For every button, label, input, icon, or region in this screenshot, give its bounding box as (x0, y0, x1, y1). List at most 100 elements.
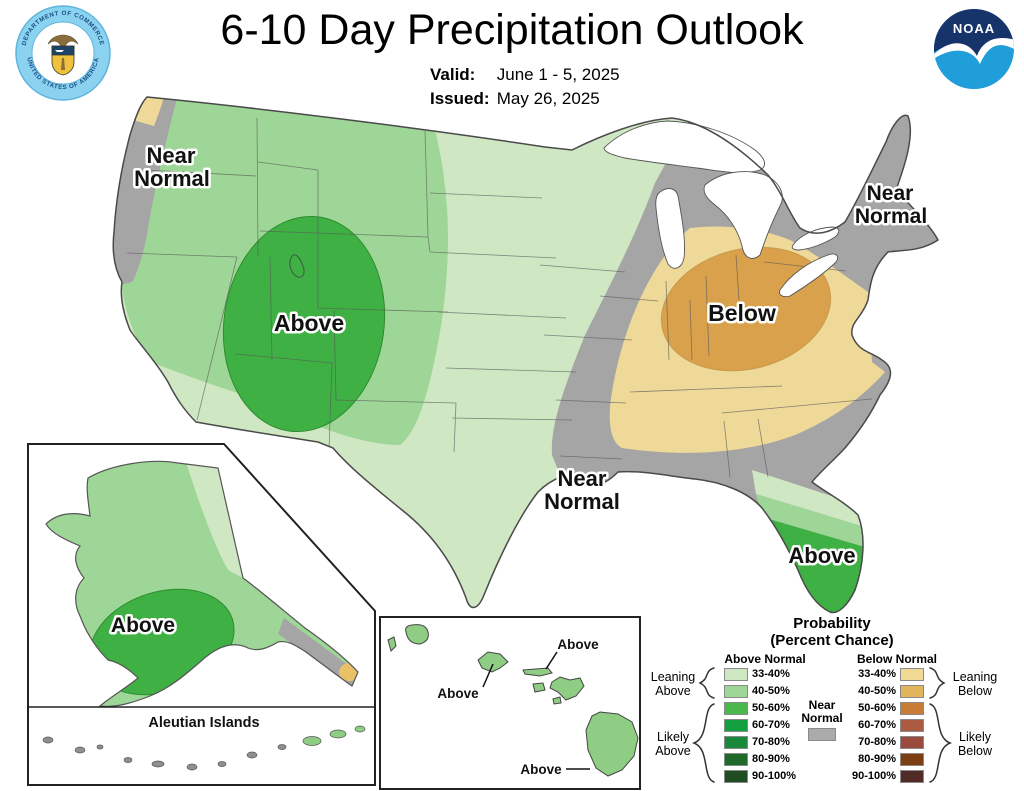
page-title: 6-10 Day Precipitation Outlook (220, 6, 804, 54)
doc-seal-svg: DEPARTMENT OF COMMERCE UNITED STATES OF … (15, 5, 111, 101)
legend-below-swatch-70-80 (900, 736, 924, 749)
issued-value: May 26, 2025 (496, 89, 600, 108)
valid-label: Valid: (430, 65, 476, 84)
noaa-wordmark: NOAA (953, 21, 995, 36)
issued-label: Issued: (430, 89, 490, 108)
legend-range-below-33-40: 33-40% (858, 668, 896, 680)
aleutian-islands-chain (42, 725, 366, 771)
doc-seal-logo: DEPARTMENT OF COMMERCE UNITED STATES OF … (14, 4, 112, 107)
legend-above-swatch-80-90 (724, 753, 748, 766)
legend-range-60-70: 60-70% (752, 719, 790, 731)
label-nw-near-normal-2: Normal (134, 166, 210, 191)
noaa-seagull-icon (934, 38, 1014, 64)
lake-erie (779, 253, 839, 298)
leaning-below-line2: Below (957, 684, 993, 698)
legend-leaning-above: Leaning Above (640, 670, 706, 698)
seal-ship-icon (55, 50, 64, 52)
island-lanai (532, 682, 546, 693)
alaska-region-33-40 (186, 462, 243, 578)
label-west-above: Above (274, 310, 344, 336)
alaska-inset: Above Aleutian Islands (27, 443, 376, 786)
label-nw-near-normal: Near (147, 143, 196, 168)
legend-leaning-below: Leaning Below (942, 670, 1008, 698)
likely-below-line1: Likely (959, 730, 991, 744)
legend-likely-above: Likely Above (640, 730, 706, 758)
legend-range-40-50: 40-50% (752, 685, 790, 697)
legend-range-70-80: 70-80% (752, 736, 790, 748)
label-hawaii-oahu-above: Above (437, 686, 479, 701)
legend-range-below-40-50: 40-50% (858, 685, 896, 697)
likely-above-brace (691, 703, 715, 783)
legend-braces (691, 667, 953, 783)
legend-below-swatch-90-100 (900, 770, 924, 783)
island-kauai (405, 624, 429, 645)
legend-above-header: Above Normal (724, 652, 806, 666)
seal-eagle-icon (47, 34, 79, 47)
region-florida-40-50 (756, 494, 868, 548)
legend-range-below-60-70: 60-70% (858, 719, 896, 731)
legend-below-swatch-50-60 (900, 702, 924, 715)
legend-above-swatch-50-60 (724, 702, 748, 715)
region-florida-33-40 (752, 470, 868, 528)
region-florida-50-60 (762, 517, 868, 613)
lake-michigan (655, 188, 685, 269)
legend-above-swatch-33-40 (724, 668, 748, 681)
leaning-below-brace (929, 667, 946, 699)
label-ne-near-normal: Near (867, 182, 914, 205)
legend-above-swatch-70-80 (724, 736, 748, 749)
likely-above-line1: Likely (657, 730, 689, 744)
legend-above-swatch-90-100 (724, 770, 748, 783)
leaning-above-line2: Above (655, 684, 691, 698)
validity-block: Valid: June 1 - 5, 2025 Issued: May 26, … (430, 63, 620, 111)
legend-near-normal: Near Normal (782, 699, 862, 725)
noaa-logo-svg: NOAA (934, 9, 1014, 89)
legend-likely-below: Likely Below (942, 730, 1008, 758)
label-south-near-normal: Near (558, 466, 607, 491)
near-normal-line1: Near (808, 698, 836, 712)
lake-huron (703, 171, 783, 259)
lake-ontario (791, 226, 840, 251)
probability-legend: Probability (Percent Chance) Above Norma… (640, 612, 1024, 791)
legend-above-swatch-60-70 (724, 719, 748, 732)
noaa-globe-upper (934, 9, 1014, 58)
legend-range-50-60: 50-60% (752, 702, 790, 714)
legend-below-swatch-80-90 (900, 753, 924, 766)
label-hawaii-big-island-above: Above (520, 762, 562, 777)
lake-superior (603, 120, 766, 174)
leaning-above-line1: Leaning (650, 670, 696, 684)
island-kahoolawe (552, 696, 562, 705)
legend-range-80-90: 80-90% (752, 753, 790, 765)
region-above-50-60-west (222, 215, 386, 433)
island-molokai (522, 667, 553, 677)
label-alaska-above: Above (111, 614, 175, 637)
legend-subtitle: (Percent Chance) (770, 632, 894, 649)
island-big-island (585, 711, 639, 777)
legend-below-header: Below Normal (856, 652, 937, 666)
likely-below-line2: Below (957, 744, 993, 758)
legend-above-swatch-40-50 (724, 685, 748, 698)
leaning-above-brace (698, 667, 715, 699)
island-oahu (477, 651, 509, 673)
island-niihau (387, 636, 397, 652)
legend-range-90-100: 90-100% (752, 770, 797, 782)
legend-range-below-70-80: 70-80% (858, 736, 896, 748)
valid-value: June 1 - 5, 2025 (496, 65, 620, 84)
legend-below-swatch-40-50 (900, 685, 924, 698)
legend-below-swatch-60-70 (900, 719, 924, 732)
legend-range-below-50-60: 50-60% (858, 702, 896, 714)
island-maui (549, 676, 585, 701)
label-florida-above: Above (788, 543, 855, 568)
legend-near-normal-swatch (808, 728, 836, 741)
issued-row: Issued: May 26, 2025 (430, 87, 620, 111)
legend-range-below-90-100: 90-100% (851, 770, 896, 782)
seal-lighthouse-icon (61, 58, 65, 70)
region-below-33-40-nw-tip (136, 97, 166, 126)
great-lakes (603, 120, 840, 298)
likely-above-line2: Above (655, 744, 691, 758)
legend-range-33-40: 33-40% (752, 668, 790, 680)
label-aleutian-islands: Aleutian Islands (148, 715, 259, 731)
legend-range-below-80-90: 80-90% (858, 753, 896, 765)
hawaiian-islands (387, 624, 639, 777)
